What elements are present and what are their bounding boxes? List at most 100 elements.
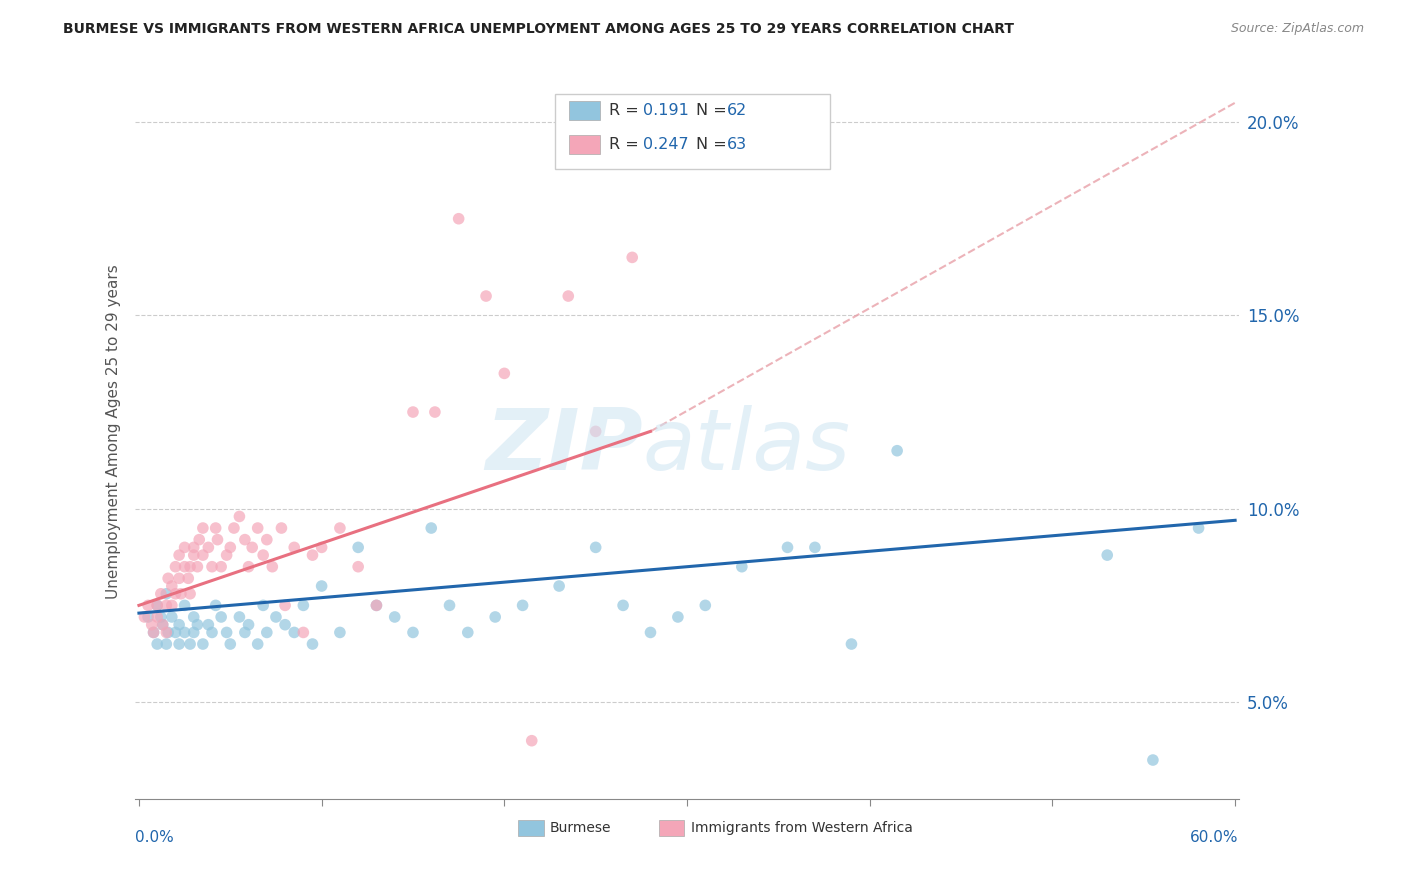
Point (155, 587, 177, 601)
Point (173, 625, 195, 640)
Point (238, 559, 260, 574)
Point (256, 533, 278, 547)
Point (167, 637, 190, 651)
Point (207, 533, 229, 547)
Text: Immigrants from Western Africa: Immigrants from Western Africa (692, 822, 912, 835)
Point (1142, 753, 1164, 767)
Point (274, 617, 297, 632)
Point (142, 625, 165, 640)
Point (292, 625, 315, 640)
Text: Source: ZipAtlas.com: Source: ZipAtlas.com (1230, 22, 1364, 36)
Point (366, 599, 388, 613)
Text: R =: R = (609, 137, 644, 152)
Point (347, 559, 370, 574)
Point (270, 521, 292, 535)
Point (262, 559, 284, 574)
Point (209, 559, 232, 574)
Point (197, 541, 219, 555)
Point (191, 637, 214, 651)
Point (186, 559, 208, 574)
Point (155, 637, 177, 651)
Point (264, 610, 287, 624)
Point (1097, 548, 1119, 562)
Point (292, 599, 315, 613)
Point (274, 599, 297, 613)
Point (165, 587, 187, 601)
Text: BURMESE VS IMMIGRANTS FROM WESTERN AFRICA UNEMPLOYMENT AMONG AGES 25 TO 29 YEARS: BURMESE VS IMMIGRANTS FROM WESTERN AFRIC… (63, 22, 1014, 37)
Point (731, 559, 754, 574)
Point (160, 599, 183, 613)
Point (402, 625, 425, 640)
Point (301, 548, 323, 562)
Point (439, 599, 461, 613)
Point (183, 548, 205, 562)
Point (484, 610, 506, 624)
Point (557, 289, 579, 303)
Point (177, 571, 200, 585)
Point (191, 521, 214, 535)
Point (173, 559, 195, 574)
Text: 0.191: 0.191 (643, 103, 689, 118)
Point (215, 625, 238, 640)
Point (165, 559, 187, 574)
Point (423, 405, 446, 419)
Point (233, 625, 256, 640)
Point (165, 625, 187, 640)
Point (256, 625, 278, 640)
Point (204, 521, 226, 535)
Point (621, 251, 644, 265)
Point (347, 541, 370, 555)
Point (283, 541, 305, 555)
Point (329, 625, 352, 640)
Point (183, 541, 205, 555)
Point (402, 405, 425, 419)
Point (149, 610, 172, 624)
Point (475, 289, 498, 303)
Text: ZIP: ZIP (485, 405, 643, 488)
Point (420, 521, 443, 535)
Text: 0.247: 0.247 (643, 137, 688, 152)
Point (666, 610, 689, 624)
Point (228, 509, 250, 524)
Point (157, 625, 180, 640)
Point (238, 617, 260, 632)
Point (160, 610, 183, 624)
Point (520, 733, 543, 747)
Point (157, 571, 180, 585)
Point (219, 637, 242, 651)
Point (179, 587, 201, 601)
Point (173, 599, 195, 613)
Point (494, 367, 516, 381)
Point (252, 548, 274, 562)
Point (149, 587, 172, 601)
Text: 63: 63 (727, 137, 747, 152)
Point (222, 521, 245, 535)
Point (134, 610, 156, 624)
Point (136, 599, 159, 613)
Point (179, 559, 201, 574)
Point (146, 599, 169, 613)
Point (228, 610, 250, 624)
Point (512, 599, 534, 613)
Point (804, 541, 827, 555)
Point (201, 559, 224, 574)
Point (186, 617, 208, 632)
Point (240, 541, 263, 555)
Text: atlas: atlas (643, 405, 851, 488)
Point (136, 610, 159, 624)
Point (183, 625, 205, 640)
Point (191, 548, 214, 562)
Point (384, 610, 406, 624)
Text: 60.0%: 60.0% (1191, 830, 1239, 845)
Point (776, 541, 799, 555)
Point (585, 541, 607, 555)
Point (197, 617, 219, 632)
Point (146, 637, 169, 651)
Point (640, 625, 662, 640)
Point (252, 599, 274, 613)
Point (201, 625, 224, 640)
Text: 62: 62 (727, 103, 747, 118)
Point (215, 548, 238, 562)
Point (585, 425, 607, 439)
Point (246, 521, 269, 535)
